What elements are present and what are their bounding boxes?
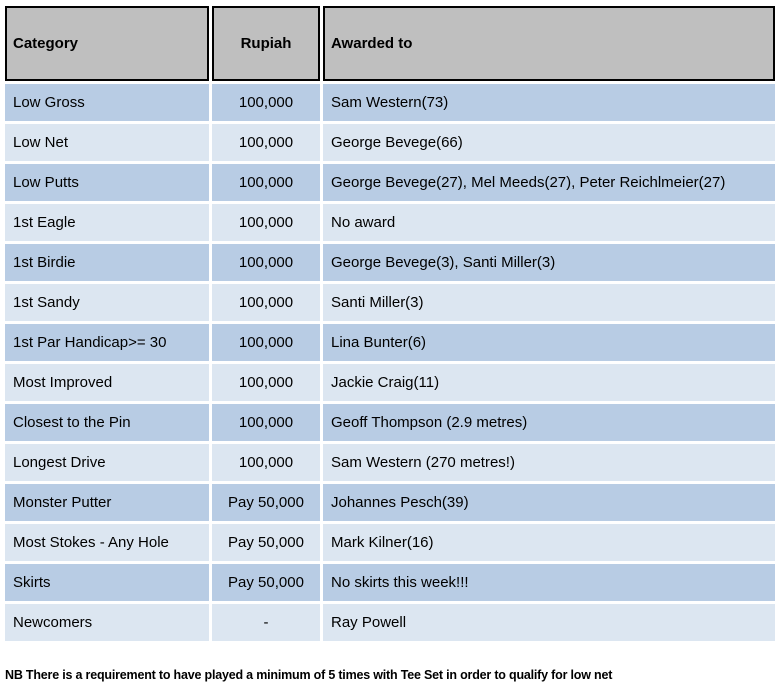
cell-rupiah: 100,000 — [212, 444, 320, 481]
column-header-rupiah: Rupiah — [212, 6, 320, 81]
table-row: Closest to the Pin 100,000 Geoff Thompson … — [5, 404, 775, 441]
cell-rupiah: 100,000 — [212, 124, 320, 161]
cell-awarded-to: Mark Kilner(16) — [323, 524, 775, 561]
awards-table: Category Rupiah Awarded to Low Gross 100,… — [2, 3, 778, 644]
cell-rupiah: - — [212, 604, 320, 641]
cell-rupiah: 100,000 — [212, 84, 320, 121]
cell-rupiah: 100,000 — [212, 284, 320, 321]
cell-rupiah: 100,000 — [212, 364, 320, 401]
cell-category: Low Net — [5, 124, 209, 161]
cell-awarded-to: Geoff Thompson (2.9 metres) — [323, 404, 775, 441]
cell-category: Skirts — [5, 564, 209, 601]
table-row: Most Stokes - Any Hole Pay 50,000 Mark Kil… — [5, 524, 775, 561]
table-body: Low Gross 100,000 Sam Western(73) Low Net 10… — [5, 84, 775, 641]
cell-awarded-to: Santi Miller(3) — [323, 284, 775, 321]
cell-category: 1st Sandy — [5, 284, 209, 321]
cell-awarded-to: Jackie Craig(11) — [323, 364, 775, 401]
cell-awarded-to: George Bevege(66) — [323, 124, 775, 161]
cell-awarded-to: George Bevege(27), Mel Meeds(27), Peter … — [323, 164, 775, 201]
column-header-awarded-to: Awarded to — [323, 6, 775, 81]
cell-category: Longest Drive — [5, 444, 209, 481]
cell-category: Low Putts — [5, 164, 209, 201]
table-row: 1st Par Handicap>= 30 100,000 Lina Bunter(… — [5, 324, 775, 361]
column-header-category: Category — [5, 6, 209, 81]
cell-category: Closest to the Pin — [5, 404, 209, 441]
cell-category: 1st Par Handicap>= 30 — [5, 324, 209, 361]
table-row: Newcomers - Ray Powell — [5, 604, 775, 641]
qualification-footnote: NB There is a requirement to have played… — [5, 668, 613, 682]
cell-rupiah: 100,000 — [212, 164, 320, 201]
table-row: Low Gross 100,000 Sam Western(73) — [5, 84, 775, 121]
cell-rupiah: 100,000 — [212, 204, 320, 241]
table-row: 1st Eagle 100,000 No award — [5, 204, 775, 241]
table-row: 1st Sandy 100,000 Santi Miller(3) — [5, 284, 775, 321]
cell-awarded-to: No skirts this week!!! — [323, 564, 775, 601]
cell-rupiah: 100,000 — [212, 404, 320, 441]
cell-category: Most Improved — [5, 364, 209, 401]
table-row: Most Improved 100,000 Jackie Craig(11) — [5, 364, 775, 401]
cell-rupiah: Pay 50,000 — [212, 524, 320, 561]
table-row: Skirts Pay 50,000 No skirts this week!!! — [5, 564, 775, 601]
cell-category: Low Gross — [5, 84, 209, 121]
cell-awarded-to: Lina Bunter(6) — [323, 324, 775, 361]
table-header: Category Rupiah Awarded to — [5, 6, 775, 81]
table-row: Low Putts 100,000 George Bevege(27), Mel M… — [5, 164, 775, 201]
cell-awarded-to: No award — [323, 204, 775, 241]
cell-category: Most Stokes - Any Hole — [5, 524, 209, 561]
table-row: Longest Drive 100,000 Sam Western (270 met… — [5, 444, 775, 481]
cell-awarded-to: Sam Western(73) — [323, 84, 775, 121]
cell-category: Monster Putter — [5, 484, 209, 521]
cell-rupiah: Pay 50,000 — [212, 564, 320, 601]
table-row: Low Net 100,000 George Bevege(66) — [5, 124, 775, 161]
cell-category: 1st Eagle — [5, 204, 209, 241]
table-row: Monster Putter Pay 50,000 Johannes Pesch(3… — [5, 484, 775, 521]
header-row: Category Rupiah Awarded to — [5, 6, 775, 81]
table-row: 1st Birdie 100,000 George Bevege(3), Santi… — [5, 244, 775, 281]
cell-awarded-to: Ray Powell — [323, 604, 775, 641]
cell-rupiah: 100,000 — [212, 324, 320, 361]
cell-awarded-to: George Bevege(3), Santi Miller(3) — [323, 244, 775, 281]
cell-awarded-to: Johannes Pesch(39) — [323, 484, 775, 521]
cell-rupiah: 100,000 — [212, 244, 320, 281]
cell-awarded-to: Sam Western (270 metres!) — [323, 444, 775, 481]
cell-rupiah: Pay 50,000 — [212, 484, 320, 521]
cell-category: 1st Birdie — [5, 244, 209, 281]
cell-category: Newcomers — [5, 604, 209, 641]
